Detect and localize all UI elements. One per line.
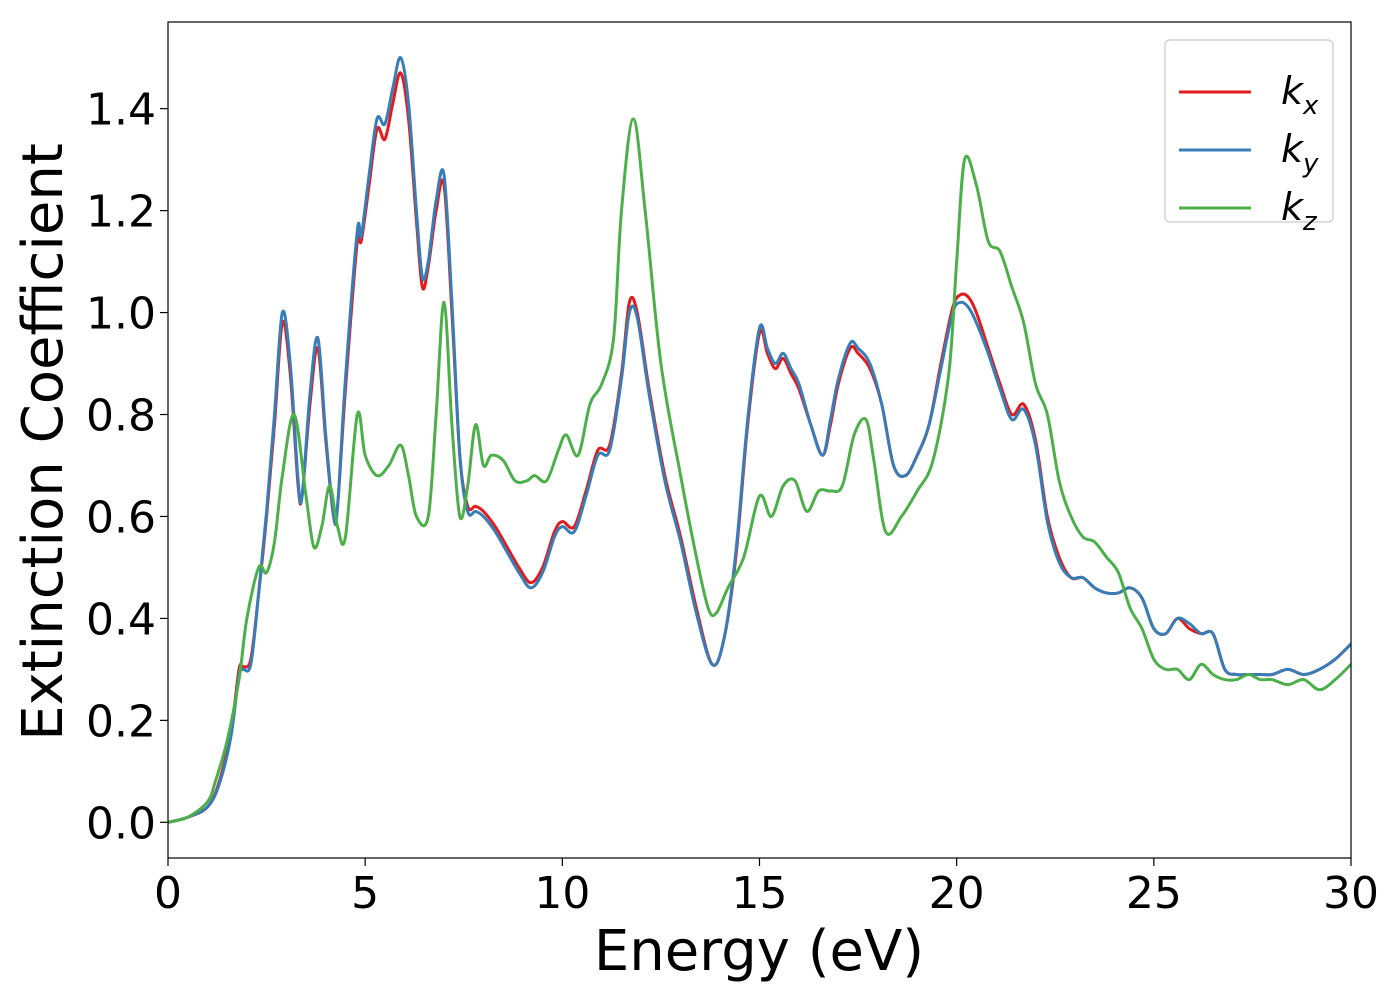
legend-label-ky: ky: [1281, 127, 1319, 179]
series-layer: [168, 56, 1351, 824]
legend: kx ky kz: [1164, 39, 1334, 237]
x-tick-label: 20: [929, 868, 985, 919]
y-tick-label: 1.4: [86, 85, 156, 136]
y-tick-label: 0.0: [86, 798, 156, 849]
y-tick-label: 1.2: [86, 187, 156, 238]
legend-label-kz: kz: [1281, 185, 1318, 237]
series-line-ky: [168, 56, 1351, 824]
y-tick-label: 0.8: [86, 391, 156, 442]
y-tick-label: 0.6: [86, 492, 156, 543]
x-axis-label: Energy (eV): [594, 919, 924, 984]
x-tick-label: 15: [732, 868, 788, 919]
y-tick-label: 0.4: [86, 594, 156, 645]
y-axis-label: Extinction Coefficient: [11, 143, 76, 741]
x-tick-label: 0: [154, 868, 182, 919]
series-line-kz: [168, 117, 1351, 824]
x-tick-label: 30: [1323, 868, 1379, 919]
y-tick-label: 1.0: [86, 289, 156, 340]
legend-box: [1164, 39, 1334, 223]
x-tick-label: 10: [534, 868, 590, 919]
x-tick-label: 25: [1126, 868, 1182, 919]
x-tick-label: 5: [351, 868, 379, 919]
axes-layer: 0 5 10 15 20 25 30 0.0 0.2 0.4 0.6 0.8 1.0 1.2 1.4: [86, 21, 1379, 919]
legend-label-kx: kx: [1281, 69, 1319, 121]
y-tick-label: 0.2: [86, 696, 156, 747]
